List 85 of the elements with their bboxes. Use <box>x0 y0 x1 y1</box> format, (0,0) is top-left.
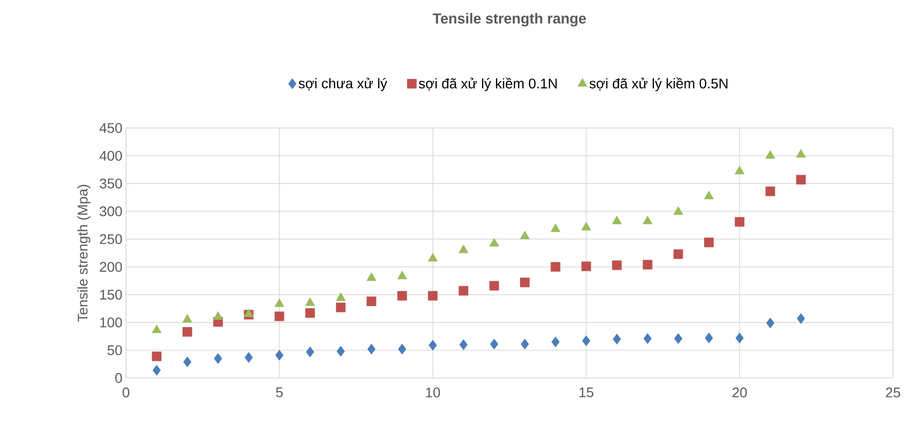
point <box>520 338 529 350</box>
point <box>489 280 499 291</box>
point <box>766 186 776 196</box>
point <box>182 327 192 337</box>
point <box>642 216 652 224</box>
point <box>674 333 682 344</box>
point <box>305 308 315 318</box>
point <box>673 249 684 259</box>
point <box>182 314 192 323</box>
point <box>612 260 622 270</box>
point <box>428 340 437 351</box>
point <box>183 356 192 368</box>
point <box>366 296 376 306</box>
point <box>152 364 161 376</box>
y-axis-title: Tensile strength (Mpa) <box>77 184 90 322</box>
y-tick-label: 200 <box>100 262 122 272</box>
point <box>458 244 468 254</box>
legend-label: sợi chưa xử lý <box>298 78 388 92</box>
point <box>214 353 222 364</box>
point <box>428 290 438 301</box>
point <box>581 262 591 272</box>
x-tick-label: 25 <box>886 388 900 398</box>
point <box>673 206 684 215</box>
point <box>796 149 806 158</box>
point <box>397 290 407 301</box>
point <box>274 312 284 322</box>
y-tick-label: 0 <box>115 373 122 383</box>
y-tick-label: 50 <box>108 345 122 356</box>
point <box>336 346 345 357</box>
point <box>736 332 744 344</box>
legend-label: sợi đã xử lý kiềm 0.5N <box>590 78 728 92</box>
point <box>398 344 406 354</box>
point <box>489 238 500 246</box>
y-tick-label: 150 <box>100 290 122 300</box>
point <box>765 150 776 159</box>
y-tick-label: 400 <box>100 150 122 161</box>
point <box>551 336 560 348</box>
point <box>275 350 284 361</box>
y-tick-label: 100 <box>100 317 122 328</box>
point <box>397 270 407 280</box>
point <box>766 318 774 328</box>
point <box>152 324 162 334</box>
point <box>336 302 346 312</box>
y-tick-label: 250 <box>100 234 122 244</box>
point <box>734 217 744 227</box>
point <box>704 190 714 200</box>
point <box>490 338 498 350</box>
point <box>305 297 315 306</box>
point <box>581 222 592 230</box>
point <box>244 308 254 317</box>
point <box>550 224 560 232</box>
point <box>152 352 162 362</box>
point <box>244 352 253 363</box>
y-tick-label: 300 <box>100 206 122 216</box>
point <box>336 292 346 301</box>
point <box>704 332 714 344</box>
x-tick-label: 0 <box>122 388 130 398</box>
legend-label: sợi đã xử lý kiềm 0.1N <box>418 78 557 92</box>
y-tick-label: 450 <box>100 123 122 133</box>
point <box>796 174 806 184</box>
point <box>734 166 744 174</box>
point <box>520 278 530 288</box>
y-tick-label: 350 <box>100 178 122 188</box>
x-tick-label: 10 <box>426 388 440 398</box>
point <box>612 334 621 344</box>
point <box>520 230 530 240</box>
point <box>274 298 284 307</box>
x-tick-label: 15 <box>580 388 594 398</box>
point <box>366 272 376 281</box>
point <box>550 262 560 272</box>
point <box>306 346 314 358</box>
point <box>642 260 652 270</box>
point <box>582 335 590 346</box>
point <box>458 286 468 296</box>
point <box>213 311 223 320</box>
x-tick-label: 20 <box>732 388 747 398</box>
chart-title: Tensile strength range <box>432 12 586 27</box>
point <box>459 339 468 350</box>
point <box>612 216 622 224</box>
x-tick-label: 5 <box>276 388 283 398</box>
point <box>704 238 714 248</box>
point <box>643 333 652 344</box>
point <box>428 252 438 262</box>
point <box>367 344 376 354</box>
point <box>796 313 806 324</box>
